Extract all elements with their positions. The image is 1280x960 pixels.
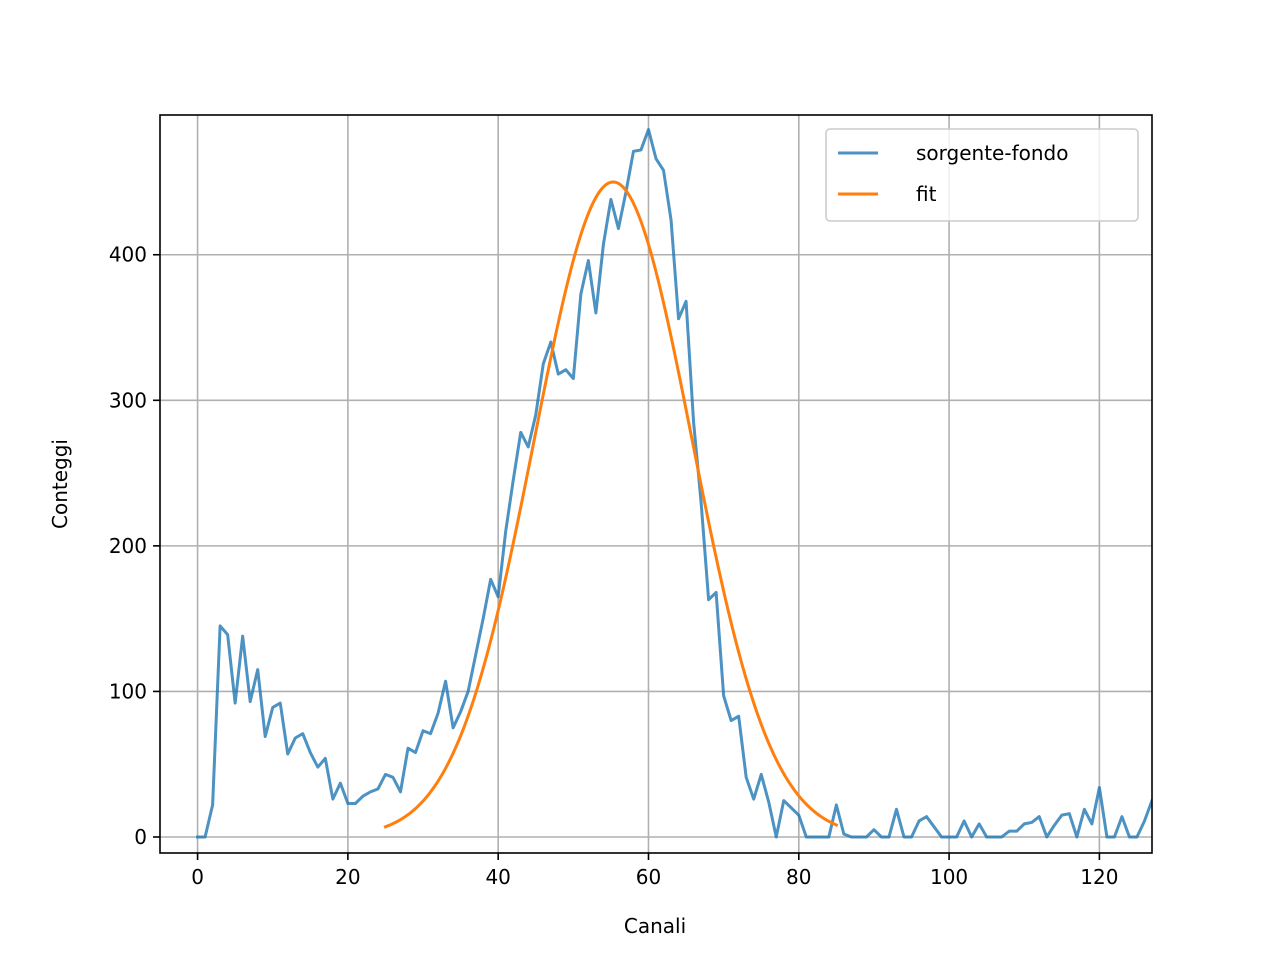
legend-label: sorgente-fondo [916, 141, 1068, 165]
y-tick-label: 400 [109, 243, 147, 267]
x-tick-label: 60 [636, 865, 661, 889]
x-axis-label: Canali [624, 914, 686, 938]
series-line-sorgente-fondo [196, 128, 1152, 839]
x-tick-label: 80 [786, 865, 811, 889]
x-tick-label: 120 [1080, 865, 1118, 889]
plot-frame [159, 114, 1153, 854]
grid [160, 115, 1152, 853]
legend-box [825, 128, 1139, 222]
y-axis-label: Conteggi [48, 439, 72, 529]
x-tick-label: 20 [335, 865, 360, 889]
y-tick-label: 100 [109, 679, 147, 703]
y-tick-label: 300 [109, 388, 147, 412]
x-tick-label: 100 [930, 865, 968, 889]
plot-area [196, 128, 1152, 839]
x-tick-label: 40 [485, 865, 510, 889]
legend: sorgente-fondo fit [825, 128, 1139, 222]
series-line-fit [383, 180, 839, 829]
axes: 0 20 40 60 80 100 120 0 100 200 300 400 [109, 114, 1153, 889]
y-tick-label: 200 [109, 534, 147, 558]
legend-label: fit [916, 182, 937, 206]
x-tick-label: 0 [191, 865, 204, 889]
y-tick-label: 0 [134, 825, 147, 849]
